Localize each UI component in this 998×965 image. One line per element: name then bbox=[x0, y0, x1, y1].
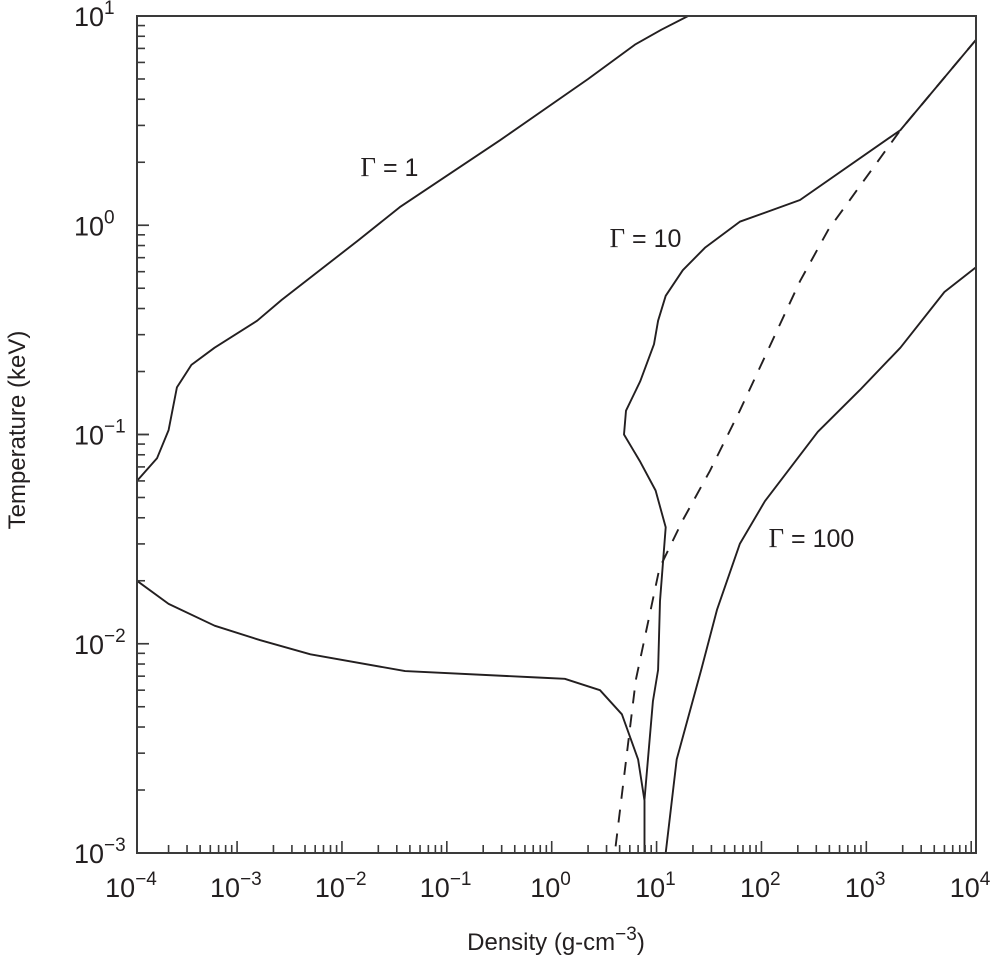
x-axis-ticks bbox=[167, 841, 973, 853]
plot-curves bbox=[136, 15, 977, 854]
x-tick-label: 10−3 bbox=[210, 869, 262, 903]
x-tick-label: 104 bbox=[950, 869, 991, 903]
x-axis-tick-labels: 10−4 10−3 10−2 10−1 100 101 102 103 104 bbox=[105, 869, 991, 903]
curve-labels: Γ = 1 Γ = 10 Γ = 100 bbox=[360, 152, 854, 553]
y-axis-title: Temperature (keV) bbox=[4, 331, 31, 530]
curve-series-2 bbox=[623, 39, 977, 800]
x-tick-label: 102 bbox=[740, 869, 781, 903]
y-tick-label: 10−3 bbox=[74, 835, 126, 869]
curve-dashed bbox=[613, 39, 977, 854]
x-tick-label: 10−1 bbox=[420, 869, 472, 903]
y-tick-label: 10−2 bbox=[74, 626, 126, 660]
label-gamma100: Γ = 100 bbox=[768, 523, 854, 553]
curve-series-1 bbox=[136, 580, 646, 853]
x-tick-label: 103 bbox=[845, 869, 886, 903]
y-axis-ticks bbox=[137, 15, 149, 854]
y-tick-label: 10−1 bbox=[74, 417, 126, 451]
y-tick-label: 101 bbox=[74, 0, 115, 32]
x-tick-label: 10−4 bbox=[105, 869, 157, 903]
x-tick-label: 101 bbox=[635, 869, 676, 903]
y-tick-label: 100 bbox=[74, 207, 115, 241]
x-tick-label: 10−2 bbox=[315, 869, 367, 903]
plot-frame bbox=[136, 15, 977, 854]
label-gamma1: Γ = 1 bbox=[360, 152, 418, 182]
label-gamma10: Γ = 10 bbox=[609, 223, 681, 253]
x-axis-title: Density (g-cm−3) bbox=[467, 924, 645, 956]
curve-series-0 bbox=[136, 15, 689, 482]
y-axis-tick-labels: 101 100 10−1 10−2 10−3 bbox=[74, 0, 126, 869]
curve-series-4 bbox=[664, 266, 977, 854]
x-tick-label: 100 bbox=[530, 869, 571, 903]
